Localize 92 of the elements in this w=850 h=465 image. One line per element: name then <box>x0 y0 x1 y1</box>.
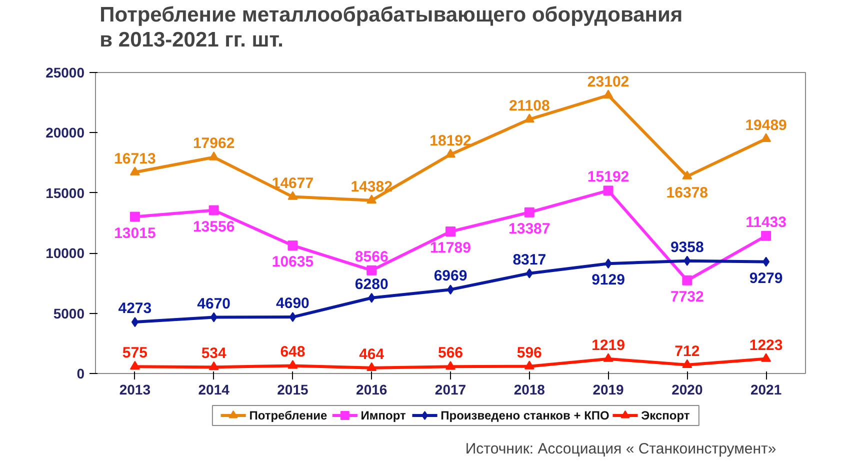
point <box>208 152 219 160</box>
data-label: 534 <box>201 345 228 362</box>
data-label: 596 <box>516 344 542 362</box>
point <box>761 133 772 142</box>
point <box>603 353 614 362</box>
data-label: 8317 <box>512 251 546 268</box>
data-label: 19489 <box>745 116 787 134</box>
data-label: 13015 <box>114 224 156 242</box>
data-label: 13556 <box>192 218 235 236</box>
text: Источник: Ассоциация « Станкоинструмент» <box>465 440 776 458</box>
x-tick-label: 2020 <box>672 382 703 398</box>
point <box>208 361 219 370</box>
point <box>526 268 533 278</box>
point <box>131 317 138 328</box>
legend-label: Экспорт <box>641 408 690 422</box>
x-tick-label: 2018 <box>514 382 546 398</box>
data-label: 11789 <box>430 240 471 257</box>
point <box>368 292 376 303</box>
point <box>208 205 219 216</box>
point <box>446 148 456 158</box>
data-label: 15192 <box>587 168 630 186</box>
x-tick-label: 2016 <box>356 382 388 398</box>
point <box>366 265 377 276</box>
data-label: 17962 <box>192 135 235 152</box>
y-tick-label: 10000 <box>46 245 85 262</box>
point <box>288 360 298 369</box>
x-tick-label: 2019 <box>592 382 624 398</box>
point <box>603 186 614 196</box>
data-label: 575 <box>122 344 148 362</box>
point <box>446 360 456 370</box>
point <box>682 359 692 368</box>
point <box>682 275 692 286</box>
point <box>524 114 534 122</box>
legend-label: Импорт <box>360 408 406 422</box>
data-label: 23102 <box>587 73 630 90</box>
point <box>288 191 298 200</box>
y-tick-label: 25000 <box>46 64 85 80</box>
point <box>366 194 377 204</box>
y-tick-label: 0 <box>76 366 85 382</box>
point <box>446 226 456 237</box>
data-label: 4273 <box>118 300 152 318</box>
data-label: 14677 <box>272 174 314 192</box>
point <box>524 360 534 370</box>
x-tick-label: 2015 <box>277 382 309 398</box>
point <box>761 353 772 362</box>
point <box>130 360 140 370</box>
y-tick-label: 15000 <box>46 184 85 201</box>
data-label: 6969 <box>434 268 468 285</box>
point <box>604 258 612 269</box>
point <box>684 256 691 266</box>
data-label: 16378 <box>666 184 708 202</box>
x-tick-label: 2017 <box>434 382 466 398</box>
point <box>366 362 377 372</box>
data-label: 10635 <box>272 253 314 270</box>
data-label: 566 <box>438 344 464 362</box>
data-label: 464 <box>359 346 385 363</box>
data-label: 8566 <box>354 248 388 266</box>
data-label: 14382 <box>350 178 392 196</box>
data-label: 18192 <box>430 132 472 150</box>
data-label: 648 <box>280 344 306 361</box>
data-label: 9358 <box>670 238 704 256</box>
point <box>761 230 772 241</box>
point <box>288 240 298 250</box>
data-label: 7732 <box>670 288 704 306</box>
legend-label: Потребление <box>249 408 328 422</box>
data-label: 9129 <box>592 272 625 289</box>
point <box>130 166 140 176</box>
point <box>524 207 534 218</box>
y-tick-label: 5000 <box>53 305 85 322</box>
data-label: 4670 <box>197 295 231 312</box>
data-label: 4690 <box>276 295 310 312</box>
data-label: 712 <box>674 342 700 360</box>
data-label: 13387 <box>508 220 550 238</box>
y-tick-label: 20000 <box>46 124 85 141</box>
data-label: 1219 <box>592 336 625 354</box>
point <box>289 312 296 322</box>
x-tick-label: 2014 <box>198 382 230 398</box>
point <box>210 312 218 322</box>
point <box>603 90 614 98</box>
data-label: 9279 <box>749 270 783 287</box>
point <box>130 212 140 222</box>
point <box>682 170 692 180</box>
data-label: 16713 <box>114 150 156 168</box>
data-label: 6280 <box>354 276 388 293</box>
data-label: 11433 <box>746 214 787 231</box>
x-tick-label: 2021 <box>750 382 782 398</box>
x-tick-label: 2013 <box>119 382 151 398</box>
chart-title: Потребление металлообрабатывающего оборудования в 2013-2021 гг. шт. <box>100 4 683 52</box>
data-label: 21108 <box>508 97 550 114</box>
legend-label: Произведено станков + КПО <box>440 408 610 422</box>
data-label: 1223 <box>749 336 783 354</box>
point <box>762 256 770 267</box>
